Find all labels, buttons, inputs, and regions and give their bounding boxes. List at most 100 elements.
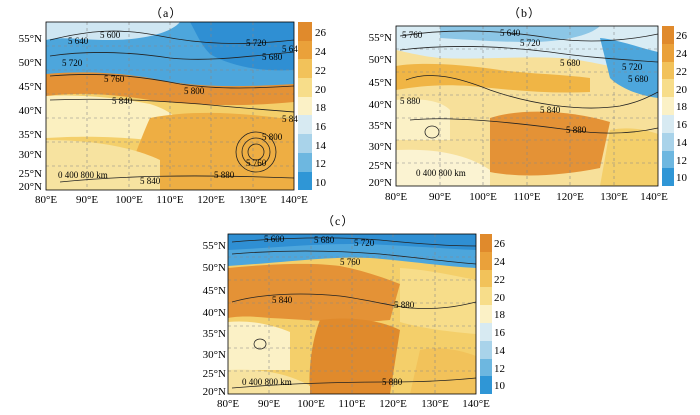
colorbar-tick: 16 [676,119,687,131]
colorbar [480,234,492,394]
colorbar-tick: 26 [676,30,687,42]
contour-label: 5 880 [214,170,235,180]
x-tick-label: 90°E [257,398,281,410]
colorbar-tick: 18 [315,102,326,114]
grid-lines [228,234,476,394]
colorbar-segment [298,22,312,41]
y-tick-label: 40°N [18,105,42,117]
x-tick-label: 90°E [75,194,99,206]
x-tick-label: 130°E [600,191,628,203]
colorbar-tick: 14 [315,140,326,152]
panel-b: （b） 5 760 [350,0,700,210]
colorbar-segment [298,59,312,79]
map-b: 5 760 5 640 5 720 5 680 5 720 5 680 5 88… [395,25,659,187]
grid-lines [396,26,658,186]
colorbar-segment [662,79,674,98]
colorbar-segment [298,96,312,116]
x-tick-label: 140°E [280,194,308,206]
y-tick-label: 20°N [18,181,42,193]
colorbar-segment [662,150,674,169]
contour-label: 5 720 [622,62,643,72]
x-tick-label: 130°E [421,398,449,410]
contour-label: 5 720 [354,238,375,248]
colorbar-segment [662,26,674,44]
contour-label: 5 880 [394,300,415,310]
colorbar-tick: 10 [676,172,687,184]
y-tick-label: 35°N [368,120,392,132]
colorbar-segment [480,251,492,270]
contour-label: 5 680 [628,74,649,84]
contour-labels: 5 760 5 640 5 720 5 680 5 720 5 680 5 88… [400,28,649,178]
panel-c: （c） 5 600 [190,210,520,415]
height-contours [231,237,477,389]
contour-label: 5 680 [560,58,581,68]
colorbar-segment [662,97,674,115]
x-tick-label: 140°E [640,191,668,203]
colorbar-tick: 14 [494,345,505,357]
y-tick-label: 55°N [202,240,226,252]
contour-label: 5 800 [184,86,205,96]
colorbar-segment [480,322,492,341]
grid-lines [46,22,294,190]
y-tick-label: 35°N [18,129,42,141]
map-c: 5 600 5 680 5 720 5 760 5 840 5 880 5 88… [227,233,477,395]
contour-label: 5 680 [314,235,335,245]
colorbar-tick: 10 [315,177,326,189]
colorbar-segment [662,132,674,151]
colorbar-tick: 12 [676,155,687,167]
contour-label: 5 720 [62,58,83,68]
panel-label: （c） [322,214,355,228]
colorbar-segment [298,40,312,60]
height-contours [49,30,295,183]
contour-labels: 5 640 5 600 5 720 5 720 5 680 5 640 5 76… [58,30,303,186]
contour-labels: 5 600 5 680 5 720 5 760 5 840 5 880 5 88… [242,234,415,387]
colorbar-tick: 24 [494,256,505,268]
colorbar-tick: 20 [315,84,326,96]
contour-label: 5 760 [246,158,267,168]
colorbar-segment [298,134,312,153]
y-tick-label: 40°N [368,99,392,111]
colorbar-tick: 12 [315,158,326,170]
colorbar-tick: 22 [315,65,326,77]
contour-label: 5 640 [68,36,89,46]
y-tick-label: 30°N [18,149,42,161]
map-field [228,234,476,394]
y-tick-label: 50°N [368,54,392,66]
x-tick-label: 100°E [115,194,143,206]
colorbar-segment [480,234,492,252]
colorbar-segment [298,78,312,97]
panel-label: （a） [150,6,183,20]
x-tick-label: 120°E [197,194,225,206]
colorbar-segment [662,43,674,62]
colorbar-segment [480,287,492,306]
x-tick-label: 140°E [462,398,490,410]
map-field [46,22,294,190]
y-tick-label: 25°N [202,368,226,380]
colorbar-tick: 24 [676,48,687,60]
y-tick-label: 35°N [202,328,226,340]
x-tick-label: 80°E [216,398,240,410]
x-tick-label: 120°E [556,191,584,203]
colorbar-segment [480,305,492,323]
contour-label: 5 840 [272,295,293,305]
map-frame [395,25,659,187]
colorbar-segment [662,114,674,133]
colorbar-tick: 20 [676,84,687,96]
y-tick-label: 30°N [368,141,392,153]
x-tick-label: 90°E [428,191,452,203]
scale-label: 0 400 800 km [58,170,108,180]
panel-a: （a） 5 640 [0,0,350,210]
contour-label: 5 600 [100,30,121,40]
colorbar-tick: 26 [315,27,326,39]
x-tick-label: 100°E [297,398,325,410]
x-tick-label: 80°E [384,191,408,203]
colorbar [298,22,312,190]
colorbar-tick: 18 [494,309,505,321]
colorbar-tick: 16 [494,327,505,339]
panel-label: （b） [508,6,542,20]
y-tick-label: 20°N [202,386,226,398]
colorbar-tick: 16 [315,121,326,133]
colorbar-tick: 18 [676,101,687,113]
contour-label: 5 880 [566,125,587,135]
map-frame [227,233,477,395]
